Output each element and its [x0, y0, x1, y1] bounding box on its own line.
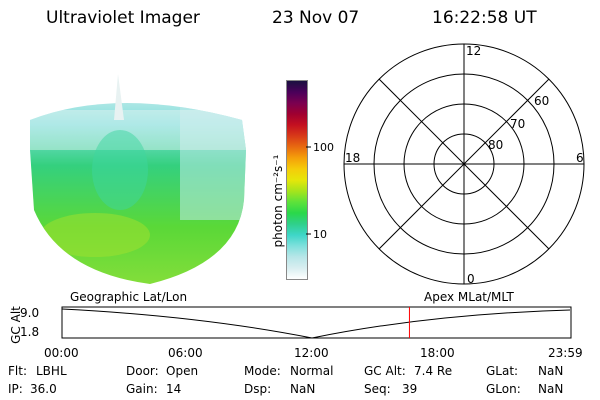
- polar-ring-60: [343, 43, 585, 285]
- flt-label: Flt:: [8, 364, 27, 378]
- lat-label-80: 80: [488, 138, 504, 152]
- lat-label-60: 60: [534, 94, 550, 108]
- polar-diag-1: [378, 78, 550, 250]
- mlt-label-18: 18: [345, 151, 361, 165]
- uv-streak: [114, 74, 124, 120]
- timeline-xtick-1800: 18:00: [420, 346, 455, 360]
- colorbar-tick-100: 100: [313, 141, 334, 154]
- mlt-label-12: 12: [466, 44, 482, 58]
- timeline-xtick-1200: 12:00: [294, 346, 329, 360]
- flt-value: LBHL: [36, 364, 67, 378]
- mlt-label-6: 6: [576, 151, 584, 165]
- seq-value: 39: [402, 382, 418, 396]
- ip-value: 36.0: [30, 382, 57, 396]
- dsp-label: Dsp:: [244, 382, 272, 396]
- polar-ring-inner: [433, 133, 495, 195]
- timeline-left-title: Geographic Lat/Lon: [70, 290, 188, 304]
- timeline-ytick-low: 1.8: [20, 325, 40, 339]
- dsp-value: NaN: [290, 382, 316, 396]
- timeline-frame: [61, 306, 572, 339]
- lat-label-70: 70: [510, 117, 526, 131]
- timeline-right-title: Apex MLat/MLT: [424, 290, 514, 304]
- mlt-label-0: 0: [467, 272, 475, 286]
- date-label: 23 Nov 07: [272, 8, 360, 28]
- colorbar-gradient: [287, 81, 307, 279]
- timeline-xtick-2359: 23:59: [548, 346, 583, 360]
- gain-value: 14: [166, 382, 182, 396]
- colorbar: [286, 80, 308, 280]
- glon-value: NaN: [538, 382, 564, 396]
- colorbar-tick-10: 10: [313, 228, 327, 241]
- seq-label: Seq:: [364, 382, 391, 396]
- gain-label: Gain:: [126, 382, 158, 396]
- polar-ring-70: [373, 73, 555, 255]
- gcalt-label: GC Alt:: [364, 364, 406, 378]
- gc-alt-curve: [61, 308, 571, 339]
- glat-value: NaN: [538, 364, 564, 378]
- timeline-xtick-0000: 00:00: [44, 346, 79, 360]
- timeline-xtick-0600: 06:00: [168, 346, 203, 360]
- mode-value: Normal: [290, 364, 334, 378]
- door-label: Door:: [126, 364, 159, 378]
- glat-label: GLat:: [486, 364, 519, 378]
- time-label: 16:22:58 UT: [432, 8, 537, 28]
- colorbar-ticks: [306, 146, 311, 235]
- uv-disk: [30, 103, 246, 284]
- instrument-title: Ultraviolet Imager: [46, 8, 200, 28]
- gcalt-value: 7.4 Re: [414, 364, 453, 378]
- colorbar-unit-label: photon cm⁻²s⁻¹: [271, 154, 285, 248]
- ip-label: IP:: [8, 382, 23, 396]
- polar-diag-2: [378, 78, 550, 250]
- door-value: Open: [166, 364, 199, 378]
- polar-ring-80: [403, 103, 525, 225]
- mode-label: Mode:: [244, 364, 281, 378]
- timeline-ytick-high: 9.0: [20, 306, 40, 320]
- glon-label: GLon:: [486, 382, 521, 396]
